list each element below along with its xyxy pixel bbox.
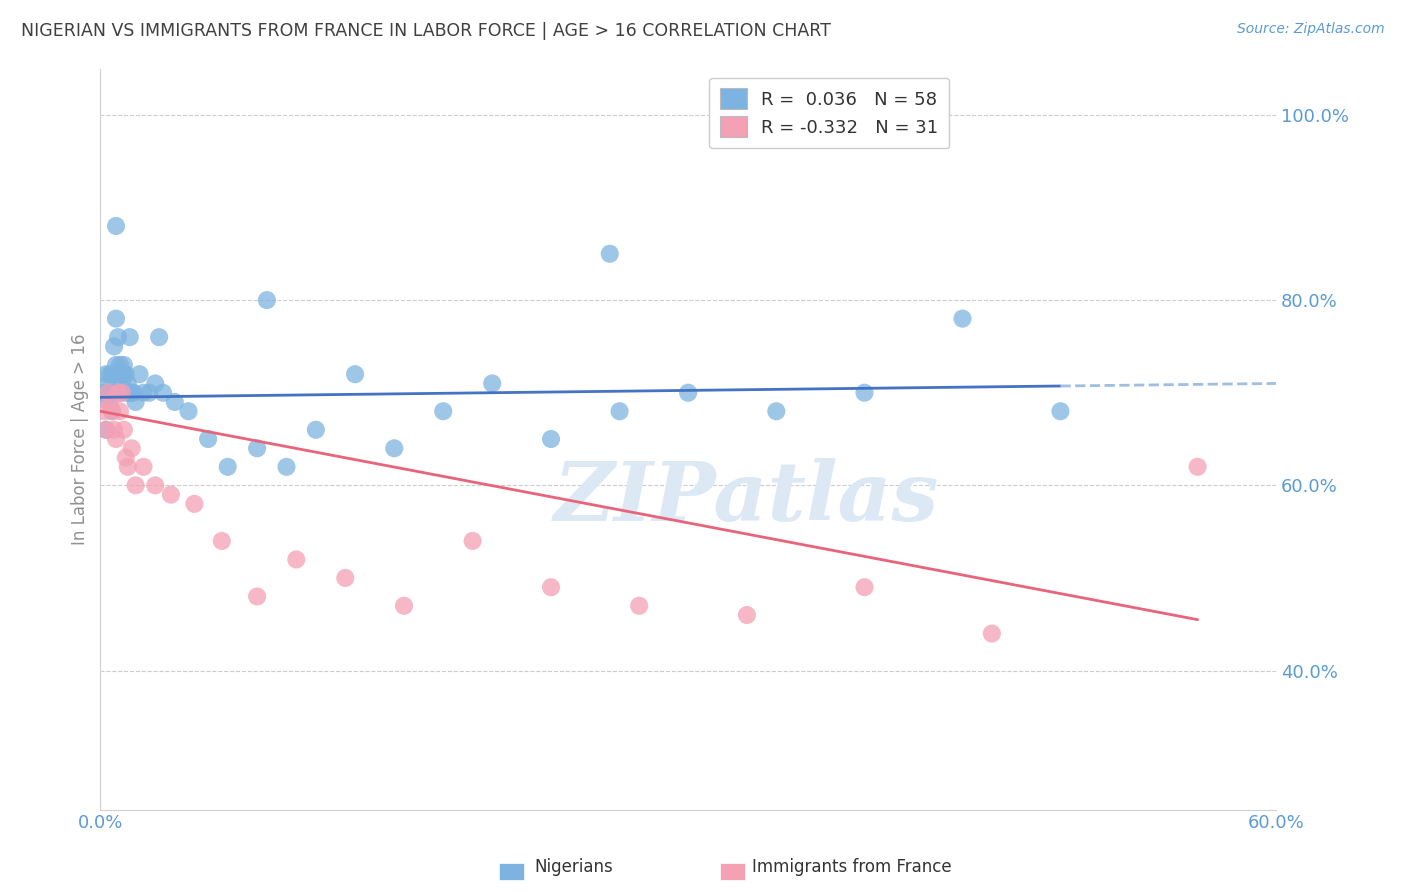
Point xyxy=(122,385,145,400)
Point xyxy=(132,459,155,474)
Point xyxy=(112,367,135,381)
Point xyxy=(108,385,131,400)
Point xyxy=(177,404,200,418)
Point xyxy=(609,404,631,418)
Point xyxy=(97,376,120,391)
Point xyxy=(1049,404,1071,418)
FancyBboxPatch shape xyxy=(499,863,524,880)
Point xyxy=(108,404,131,418)
Point xyxy=(121,442,143,456)
Point xyxy=(101,404,124,418)
Point xyxy=(98,385,121,400)
Point xyxy=(197,432,219,446)
Text: Nigerians: Nigerians xyxy=(534,858,613,876)
Point xyxy=(96,423,118,437)
Point xyxy=(114,367,136,381)
Point xyxy=(735,607,758,622)
Point xyxy=(124,395,146,409)
Point xyxy=(481,376,503,391)
Point xyxy=(107,330,129,344)
Point xyxy=(107,385,129,400)
FancyBboxPatch shape xyxy=(720,863,745,880)
Point xyxy=(628,599,651,613)
Point xyxy=(382,442,405,456)
Point xyxy=(93,404,115,418)
Point xyxy=(93,385,115,400)
Point xyxy=(540,580,562,594)
Point xyxy=(138,385,160,400)
Point xyxy=(103,339,125,353)
Point xyxy=(107,367,129,381)
Point xyxy=(101,367,124,381)
Point xyxy=(96,423,118,437)
Point xyxy=(118,330,141,344)
Point xyxy=(108,358,131,372)
Point xyxy=(540,432,562,446)
Point xyxy=(118,385,141,400)
Legend: R =  0.036   N = 58, R = -0.332   N = 31: R = 0.036 N = 58, R = -0.332 N = 31 xyxy=(709,78,949,148)
Point xyxy=(111,385,134,400)
Point xyxy=(392,599,415,613)
Point xyxy=(96,367,118,381)
Point xyxy=(163,395,186,409)
Point xyxy=(117,459,139,474)
Point xyxy=(1187,459,1209,474)
Point xyxy=(160,487,183,501)
Point xyxy=(980,626,1002,640)
Point xyxy=(105,358,128,372)
Point xyxy=(111,367,134,381)
Point xyxy=(112,423,135,437)
Point xyxy=(111,376,134,391)
Point xyxy=(124,478,146,492)
Text: Source: ZipAtlas.com: Source: ZipAtlas.com xyxy=(1237,22,1385,37)
Point xyxy=(101,385,124,400)
Text: Immigrants from France: Immigrants from France xyxy=(752,858,952,876)
Point xyxy=(97,385,120,400)
Point xyxy=(765,404,787,418)
Point xyxy=(112,358,135,372)
Point xyxy=(256,293,278,307)
Point xyxy=(132,385,155,400)
Text: ZIPatlas: ZIPatlas xyxy=(554,458,939,538)
Y-axis label: In Labor Force | Age > 16: In Labor Force | Age > 16 xyxy=(72,334,89,545)
Text: NIGERIAN VS IMMIGRANTS FROM FRANCE IN LABOR FORCE | AGE > 16 CORRELATION CHART: NIGERIAN VS IMMIGRANTS FROM FRANCE IN LA… xyxy=(21,22,831,40)
Point xyxy=(128,367,150,381)
Point xyxy=(183,497,205,511)
Point xyxy=(285,552,308,566)
Point xyxy=(98,395,121,409)
Point xyxy=(117,376,139,391)
Point xyxy=(105,432,128,446)
Point xyxy=(217,459,239,474)
Point xyxy=(432,404,454,418)
Point xyxy=(97,395,120,409)
Point xyxy=(461,533,484,548)
Point xyxy=(599,247,621,261)
Point xyxy=(148,330,170,344)
Point xyxy=(103,367,125,381)
Point xyxy=(211,533,233,548)
Point xyxy=(97,385,120,400)
Point xyxy=(121,385,143,400)
Point xyxy=(101,404,124,418)
Point xyxy=(103,423,125,437)
Point xyxy=(952,311,974,326)
Point xyxy=(98,367,121,381)
Point xyxy=(344,367,367,381)
Point xyxy=(246,590,269,604)
Point xyxy=(853,580,876,594)
Point xyxy=(305,423,328,437)
Point xyxy=(114,385,136,400)
Point xyxy=(152,385,174,400)
Point xyxy=(676,385,699,400)
Point xyxy=(114,450,136,465)
Point xyxy=(853,385,876,400)
Point xyxy=(143,478,166,492)
Point xyxy=(105,311,128,326)
Point xyxy=(335,571,357,585)
Point xyxy=(143,376,166,391)
Point xyxy=(105,219,128,233)
Point xyxy=(276,459,298,474)
Point xyxy=(246,442,269,456)
